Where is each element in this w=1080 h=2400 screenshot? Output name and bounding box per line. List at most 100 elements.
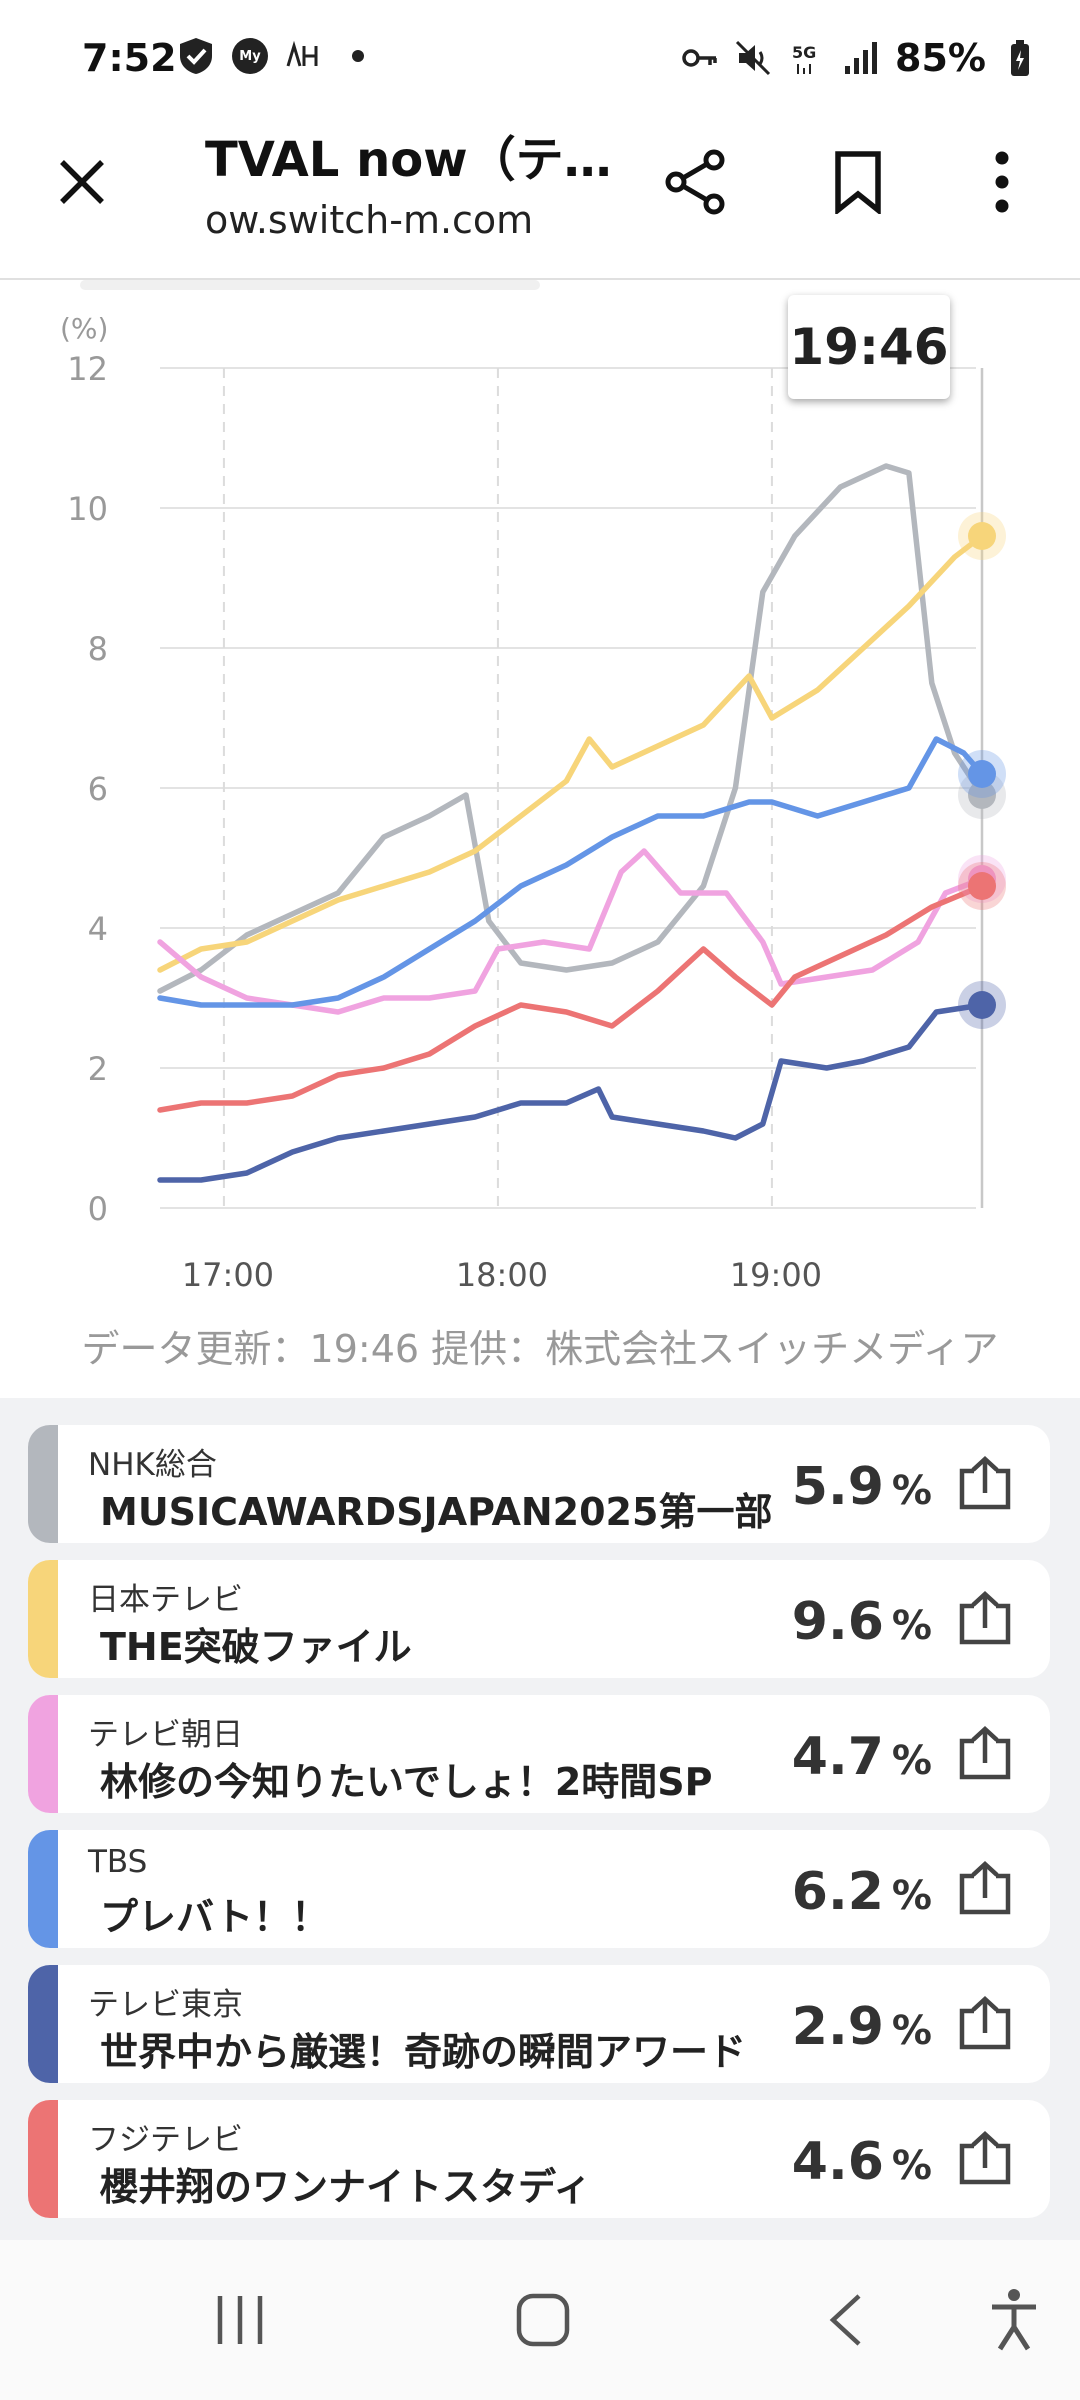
channel-color-bar bbox=[28, 2100, 58, 2218]
channel-rating: 5.9% bbox=[792, 1457, 932, 1517]
home-button[interactable] bbox=[493, 2270, 593, 2370]
page-title: TVAL now（テ… bbox=[205, 132, 612, 188]
status-bar: 7:52 My 5G 85% bbox=[0, 0, 1080, 120]
channel-rating-value: 9.6 bbox=[791, 1592, 884, 1652]
channel-rating-value: 2.9 bbox=[791, 1997, 884, 2057]
series-line bbox=[157, 736, 985, 1008]
y-tick-label: 0 bbox=[88, 1190, 108, 1228]
channel-rating-value: 4.7 bbox=[791, 1727, 884, 1787]
series-line bbox=[157, 883, 985, 1113]
channel-program: プレバト！！ bbox=[100, 1895, 330, 1939]
svg-text:My: My bbox=[239, 49, 261, 64]
5g-icon: 5G bbox=[787, 38, 827, 78]
status-left-icons: My bbox=[176, 36, 378, 76]
channel-rating: 2.9% bbox=[792, 1997, 932, 2057]
channel-color-bar bbox=[28, 1695, 58, 1813]
channel-card[interactable]: NHK総合 MUSICAWARDSJAPAN2025第一部 5.9% bbox=[28, 1425, 1050, 1543]
channel-color-bar bbox=[28, 1965, 58, 2083]
chart-time-tooltip: 19:46 bbox=[788, 295, 950, 399]
back-button[interactable] bbox=[795, 2270, 895, 2370]
channel-share-button[interactable] bbox=[956, 1590, 1014, 1648]
browser-header: TVAL now（テ… ow.switch-m.com bbox=[0, 120, 1080, 280]
rating-chart[interactable]: 0 2 4 6 8 10 12 (%) 17:00 18:00 19:00 bbox=[0, 280, 1080, 1400]
channel-station: 日本テレビ bbox=[88, 1582, 243, 1618]
my-docomo-icon: My bbox=[230, 36, 270, 76]
bookmark-button[interactable] bbox=[810, 134, 906, 230]
channel-program: THE突破ファイル bbox=[100, 1625, 412, 1669]
y-tick-label: 4 bbox=[88, 910, 108, 948]
channel-program: 林修の今知りたいでしょ！2時間SP bbox=[100, 1760, 713, 1804]
channel-share-button[interactable] bbox=[956, 1995, 1014, 2053]
channel-rating-unit: % bbox=[891, 1738, 932, 1784]
series-end-marker bbox=[968, 872, 996, 900]
accessibility-button[interactable] bbox=[964, 2270, 1064, 2370]
more-icon bbox=[995, 151, 1009, 213]
channel-station: TBS bbox=[88, 1844, 148, 1880]
y-tick-label: 2 bbox=[88, 1050, 108, 1088]
x-tick-label: 17:00 bbox=[182, 1256, 274, 1294]
channel-card[interactable]: 日本テレビ THE突破ファイル 9.6% bbox=[28, 1560, 1050, 1678]
channel-rating: 6.2% bbox=[792, 1862, 932, 1922]
channel-rating-value: 4.6 bbox=[791, 2132, 884, 2192]
y-tick-label: 10 bbox=[67, 490, 108, 528]
channel-color-bar bbox=[28, 1830, 58, 1948]
channel-program: 世界中から厳選！奇跡の瞬間アワード bbox=[100, 2030, 747, 2074]
channel-share-button[interactable] bbox=[956, 2130, 1014, 2188]
channel-share-button[interactable] bbox=[956, 1860, 1014, 1918]
channel-card[interactable]: フジテレビ 櫻井翔のワンナイトスタディ 4.6% bbox=[28, 2100, 1050, 2218]
series-end-marker bbox=[968, 760, 996, 788]
channel-share-button[interactable] bbox=[956, 1725, 1014, 1783]
series-end-marker bbox=[968, 991, 996, 1019]
nhk-app-icon bbox=[284, 36, 324, 76]
channel-rating-value: 6.2 bbox=[791, 1862, 884, 1922]
signal-icon bbox=[841, 38, 881, 78]
channel-card[interactable]: TBS プレバト！！ 6.2% bbox=[28, 1830, 1050, 1948]
close-button[interactable] bbox=[34, 134, 130, 230]
mute-icon bbox=[733, 38, 773, 78]
battery-percent: 85% bbox=[895, 36, 986, 80]
status-time: 7:52 bbox=[82, 36, 177, 80]
channel-card[interactable]: テレビ東京 世界中から厳選！奇跡の瞬間アワード 2.9% bbox=[28, 1965, 1050, 2083]
channel-rating: 4.6% bbox=[792, 2132, 932, 2192]
series-line bbox=[157, 1002, 985, 1183]
channel-program: 櫻井翔のワンナイトスタディ bbox=[100, 2165, 592, 2209]
series-end-marker bbox=[968, 522, 996, 550]
close-icon bbox=[60, 160, 104, 204]
share-upload-icon bbox=[959, 2130, 1011, 2185]
battery-icon bbox=[1000, 38, 1040, 78]
home-icon bbox=[516, 2293, 570, 2347]
recent-apps-icon bbox=[217, 2296, 263, 2344]
channel-card[interactable]: テレビ朝日 林修の今知りたいでしょ！2時間SP 4.7% bbox=[28, 1695, 1050, 1813]
chart-top-tab bbox=[80, 280, 540, 290]
x-tick-label: 18:00 bbox=[456, 1256, 548, 1294]
channel-station: NHK総合 bbox=[88, 1447, 217, 1483]
channel-rating-value: 5.9 bbox=[791, 1457, 884, 1517]
recent-apps-button[interactable] bbox=[190, 2270, 290, 2370]
channel-rating-unit: % bbox=[891, 2008, 932, 2054]
channel-program: MUSICAWARDSJAPAN2025第一部 bbox=[100, 1490, 773, 1534]
channel-color-bar bbox=[28, 1560, 58, 1678]
channel-rating-unit: % bbox=[891, 1603, 932, 1649]
more-options-button[interactable] bbox=[954, 134, 1050, 230]
share-upload-icon bbox=[959, 1455, 1011, 1510]
series-line bbox=[157, 848, 985, 1015]
dot-icon bbox=[338, 36, 378, 76]
shield-check-icon bbox=[176, 36, 216, 76]
key-icon bbox=[679, 38, 719, 78]
share-upload-icon bbox=[959, 1860, 1011, 1915]
channel-rating-unit: % bbox=[891, 2143, 932, 2189]
x-tick-label: 19:00 bbox=[730, 1256, 822, 1294]
series-end-marker bbox=[968, 781, 996, 809]
status-right-icons: 5G 85% bbox=[679, 36, 1040, 80]
svg-text:5G: 5G bbox=[792, 43, 816, 62]
channel-share-button[interactable] bbox=[956, 1455, 1014, 1513]
bookmark-icon bbox=[835, 151, 881, 214]
y-axis-unit-label: (%) bbox=[60, 312, 108, 345]
channel-rating: 9.6% bbox=[792, 1592, 932, 1652]
data-source-note: データ更新：19:46 提供：株式会社スイッチメディア bbox=[81, 1327, 999, 1371]
share-button[interactable] bbox=[648, 134, 744, 230]
navigation-bar bbox=[0, 2240, 1080, 2400]
series-line bbox=[157, 533, 985, 973]
page-url[interactable]: ow.switch-m.com bbox=[205, 198, 534, 242]
share-upload-icon bbox=[959, 1995, 1011, 2050]
